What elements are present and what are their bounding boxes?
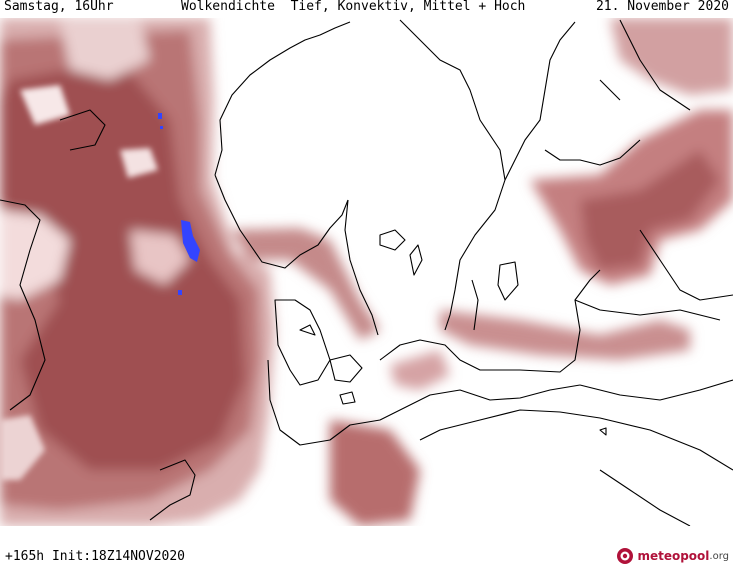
coastline-layer	[0, 19, 733, 526]
forecast-date: 21. November 2020	[595, 0, 729, 14]
cloud-density-layer	[0, 18, 733, 526]
precip-marker-icon	[158, 113, 200, 295]
weather-map	[0, 18, 733, 526]
header-bar: Samstag, 16Uhr Wolkendichte Tief, Konvek…	[0, 0, 733, 18]
run-info: +165h Init:18Z14NOV2020	[5, 549, 186, 564]
brand-logo[interactable]: meteopool .org	[616, 546, 729, 566]
footer-bar: +165h Init:18Z14NOV2020 meteopool .org	[0, 540, 733, 566]
map-title: Wolkendichte Tief, Konvektiv, Mittel + H…	[181, 0, 526, 14]
brand-name: meteopool	[637, 549, 710, 563]
brand-suffix: .org	[709, 550, 729, 562]
meteopool-logo-icon	[617, 548, 634, 564]
valid-time-label: Samstag, 16Uhr	[4, 0, 114, 14]
